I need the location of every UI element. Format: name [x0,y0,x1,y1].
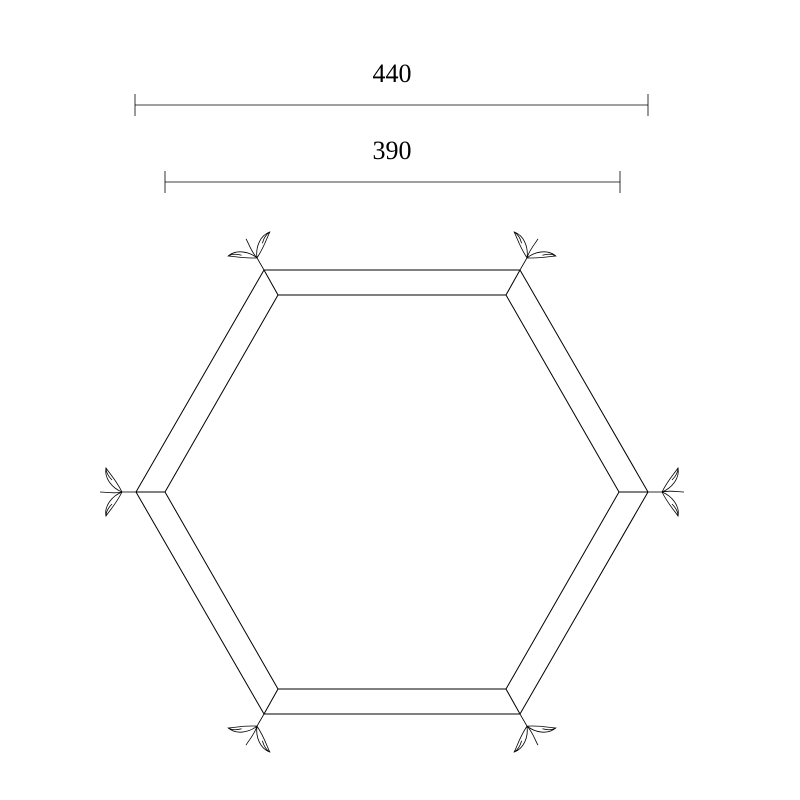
hexagon-inner [165,295,619,689]
dimension-outer-value: 440 [373,59,412,88]
ornament-sw [225,702,285,757]
ornament-se [499,702,559,757]
corner-ornaments [100,227,684,757]
technical-drawing: 440 390 [0,0,800,800]
ornament-e [648,468,684,516]
ornament-w [100,468,136,516]
ornament-nw [225,227,285,282]
dimension-outer: 440 [135,59,648,116]
dimension-inner-value: 390 [373,136,412,165]
ornament-ne [499,227,559,282]
hexagon-frame [136,270,648,714]
hexagon-outer [136,270,648,714]
dimension-inner: 390 [165,136,620,193]
